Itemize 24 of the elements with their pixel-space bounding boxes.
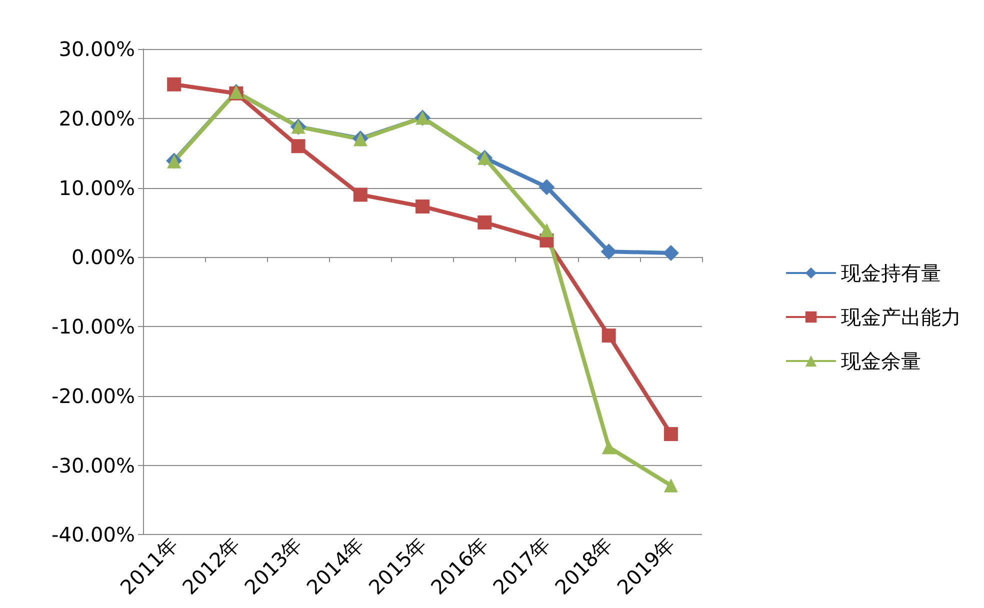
legend-label: 现金持有量	[841, 261, 941, 285]
y-tick-label: 0.00%	[71, 245, 135, 270]
point	[600, 244, 617, 260]
legend-label: 现金产出能力	[841, 305, 961, 329]
point	[353, 188, 368, 202]
y-tick-label: -10.00%	[52, 314, 135, 339]
point	[416, 199, 430, 214]
point	[540, 223, 554, 238]
point	[478, 215, 492, 230]
point	[662, 244, 679, 261]
point	[602, 440, 616, 454]
point	[291, 139, 306, 154]
y-tick-label: -40.00%	[52, 522, 135, 547]
y-tick-label: -20.00%	[52, 384, 135, 408]
point	[664, 478, 678, 492]
y-tick-label: -30.00%	[52, 453, 135, 478]
y-tick-label: 30.00%	[58, 37, 135, 61]
y-tick-label: 20.00%	[58, 106, 135, 130]
point	[664, 427, 678, 442]
point	[602, 328, 616, 343]
legend-label: 现金余量	[841, 349, 921, 373]
y-tick-label: 10.00%	[58, 176, 135, 200]
point	[167, 77, 182, 92]
point	[538, 179, 555, 196]
